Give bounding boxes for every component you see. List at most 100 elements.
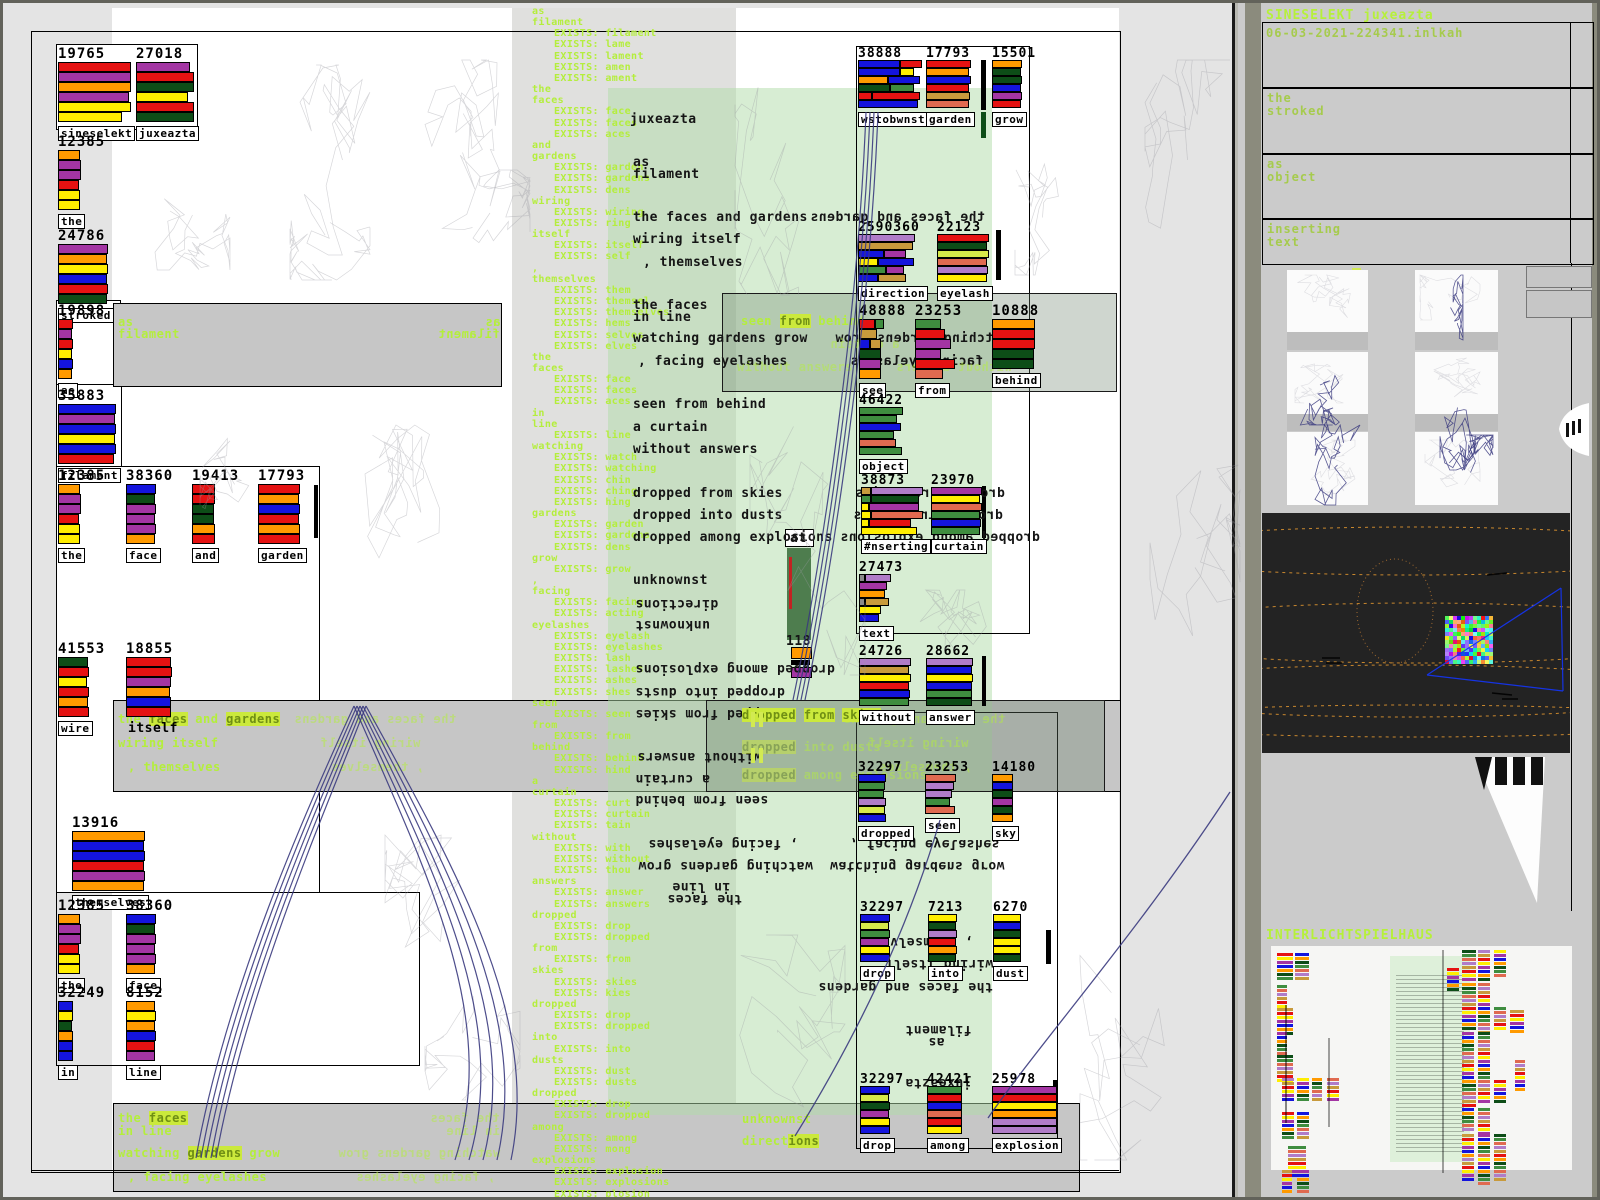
chart-bar bbox=[58, 484, 105, 494]
chart-label: grow bbox=[992, 112, 1027, 127]
exists-line: EXISTS: grow bbox=[554, 563, 632, 575]
chart-bar bbox=[58, 687, 105, 697]
thumbnail-card[interactable] bbox=[1287, 352, 1368, 414]
chart-bar bbox=[58, 914, 105, 924]
panel-row-inserting-text[interactable] bbox=[1262, 218, 1594, 265]
exists-line: EXISTS: drop bbox=[554, 920, 632, 932]
word-heading: in bbox=[532, 407, 545, 419]
minimap-bar bbox=[1494, 962, 1506, 965]
thumbnail-card[interactable] bbox=[1415, 432, 1498, 505]
chart-bar bbox=[858, 250, 928, 258]
minimap-bar bbox=[1297, 1128, 1309, 1131]
minimap-stack bbox=[1282, 1078, 1294, 1102]
panel-row-as-object[interactable] bbox=[1262, 153, 1594, 220]
minimap-stack bbox=[1478, 1158, 1490, 1186]
chart-bar bbox=[58, 102, 135, 112]
chart-bar bbox=[126, 954, 173, 964]
bar-segment bbox=[858, 250, 884, 258]
bar-segment bbox=[58, 677, 87, 687]
word-chart: 23253 from bbox=[915, 303, 962, 398]
bar-segment bbox=[871, 511, 923, 519]
chart-bar bbox=[992, 76, 1036, 84]
exists-line: EXISTS: lashes bbox=[554, 664, 644, 676]
chart-bar bbox=[136, 112, 199, 122]
chart-bar bbox=[992, 349, 1041, 359]
bar-segment bbox=[925, 782, 954, 790]
bar-segment bbox=[126, 934, 156, 944]
exists-line: EXISTS: dusts bbox=[554, 1077, 638, 1088]
chart-bar bbox=[928, 914, 963, 922]
minimap-bar bbox=[1288, 1150, 1306, 1153]
bar-segment bbox=[136, 92, 188, 102]
exists-line: EXISTS: amen bbox=[554, 61, 632, 73]
minimap-bar bbox=[1462, 1108, 1474, 1111]
chart-bars bbox=[931, 487, 987, 535]
minimap-bar bbox=[1494, 1023, 1506, 1026]
bar-segment bbox=[58, 444, 116, 454]
minimap-bar bbox=[1494, 1146, 1506, 1149]
bar-segment bbox=[58, 954, 80, 964]
chart-label: and bbox=[192, 548, 220, 563]
frame-box bbox=[31, 31, 1121, 1173]
chart-bar bbox=[258, 504, 307, 514]
chart-number: 32297 bbox=[860, 900, 905, 915]
panel-scroll-line[interactable] bbox=[1571, 263, 1572, 911]
chart-bar bbox=[937, 250, 993, 258]
bar-segment bbox=[860, 1102, 890, 1110]
bar-segment bbox=[58, 534, 80, 544]
viewport-scene bbox=[1111, 526, 1600, 738]
bar-segment bbox=[58, 200, 80, 210]
word-heading: eyelashes bbox=[532, 619, 590, 631]
chart-label: face bbox=[126, 978, 161, 993]
minimap-bar bbox=[1282, 1170, 1292, 1173]
panel-row-the-stroked[interactable] bbox=[1262, 87, 1594, 155]
minimap-bar bbox=[1494, 950, 1506, 953]
bar-segment bbox=[925, 806, 955, 814]
chart-bars bbox=[926, 60, 975, 108]
minimap-bar bbox=[1478, 1015, 1490, 1018]
bar-segment bbox=[860, 954, 890, 962]
thumbnail-card[interactable] bbox=[1287, 432, 1368, 505]
highlighted-word: dropped bbox=[742, 708, 797, 722]
chart-bar bbox=[927, 1110, 971, 1118]
minimap-bar bbox=[1494, 970, 1506, 973]
chart-bar bbox=[126, 667, 180, 677]
marker-bar bbox=[982, 486, 986, 538]
minimap-bar bbox=[1462, 1150, 1474, 1153]
panel-row-filename[interactable] bbox=[1262, 22, 1594, 89]
mirrored-text-line: in line bbox=[445, 1124, 500, 1138]
chart-bar bbox=[58, 150, 105, 160]
thumbnail-card[interactable] bbox=[1415, 352, 1498, 414]
minimap-bar bbox=[1478, 1158, 1490, 1161]
minimap-stack bbox=[1478, 1134, 1490, 1158]
chart-bar bbox=[58, 92, 135, 102]
thumbnail-card[interactable] bbox=[1287, 270, 1368, 332]
minimap-bar bbox=[1462, 1027, 1476, 1030]
exists-line: EXISTS: seen bbox=[554, 708, 632, 720]
minimap-bar bbox=[1282, 1136, 1294, 1139]
chart-bar bbox=[927, 1118, 971, 1126]
minimap-bar bbox=[1462, 958, 1476, 961]
exists-line: EXISTS: themselves bbox=[554, 307, 670, 319]
exists-line: EXISTS: watch bbox=[554, 452, 638, 464]
minimap-bar bbox=[1462, 1166, 1474, 1169]
chart-number: 15501 bbox=[992, 46, 1037, 61]
viewport-3d[interactable] bbox=[1111, 513, 1600, 753]
chart-label: sky bbox=[992, 826, 1020, 841]
bar-segment bbox=[58, 667, 89, 677]
chart-bar bbox=[859, 329, 906, 339]
minimap-bar bbox=[1510, 1026, 1524, 1029]
minimap-bar bbox=[1494, 1138, 1506, 1141]
bar-segment bbox=[993, 922, 1021, 930]
chart-bars bbox=[925, 774, 969, 814]
bar-segment bbox=[126, 707, 171, 717]
bar-segment bbox=[860, 922, 889, 930]
bar-segment bbox=[860, 1110, 889, 1118]
text-line: without answers bbox=[633, 442, 758, 457]
bar-segment bbox=[993, 954, 1021, 962]
highlighted-word: faces bbox=[148, 1111, 188, 1125]
bar-segment bbox=[136, 102, 194, 112]
thumbnail-card[interactable] bbox=[1415, 270, 1498, 332]
exists-line: EXISTS: lash bbox=[554, 653, 632, 665]
chart-number: 8152 bbox=[126, 985, 164, 1001]
